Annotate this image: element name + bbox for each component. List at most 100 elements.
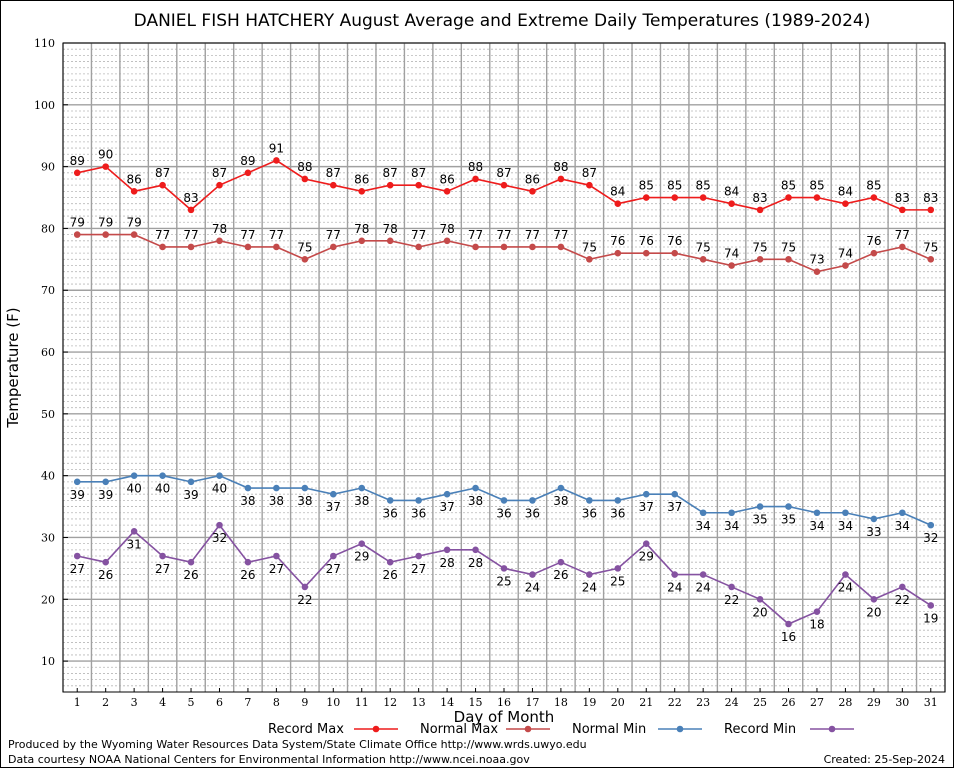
data-point bbox=[73, 478, 81, 486]
data-point bbox=[415, 243, 422, 251]
data-label: 31 bbox=[126, 537, 141, 551]
data-point bbox=[443, 490, 451, 498]
data-label: 87 bbox=[582, 166, 597, 180]
data-label: 87 bbox=[212, 166, 227, 180]
data-label: 39 bbox=[70, 488, 85, 502]
data-label: 90 bbox=[98, 148, 113, 162]
data-label: 85 bbox=[696, 179, 711, 193]
data-point bbox=[529, 188, 536, 195]
data-label: 38 bbox=[553, 494, 568, 508]
x-tick-label: 8 bbox=[273, 696, 280, 709]
data-point bbox=[899, 583, 906, 591]
data-label: 36 bbox=[610, 506, 625, 520]
footer-created-date: Created: 25-Sep-2024 bbox=[824, 753, 945, 766]
data-point bbox=[159, 181, 166, 189]
data-label: 83 bbox=[752, 191, 767, 205]
data-point bbox=[187, 558, 195, 566]
data-label: 24 bbox=[667, 581, 682, 595]
data-point bbox=[102, 163, 109, 170]
data-point bbox=[785, 194, 792, 201]
x-tick-label: 25 bbox=[753, 696, 767, 709]
data-point bbox=[216, 237, 223, 245]
data-point bbox=[927, 256, 935, 263]
data-label: 24 bbox=[582, 581, 597, 595]
data-label: 75 bbox=[923, 240, 938, 254]
data-point bbox=[358, 188, 366, 195]
data-point bbox=[472, 546, 479, 554]
legend: Record Max Normal Max Normal Min Record Min bbox=[268, 722, 854, 737]
data-label: 28 bbox=[439, 556, 454, 570]
x-tick-label: 1 bbox=[74, 696, 81, 709]
data-label: 78 bbox=[354, 222, 369, 236]
data-point bbox=[472, 243, 479, 251]
data-point bbox=[415, 552, 422, 560]
data-point bbox=[586, 571, 593, 578]
data-point bbox=[842, 200, 849, 208]
data-label: 35 bbox=[781, 513, 796, 527]
data-label: 85 bbox=[809, 179, 824, 193]
legend-marker bbox=[524, 725, 532, 733]
data-label: 24 bbox=[838, 581, 853, 595]
data-point bbox=[443, 188, 451, 195]
data-point bbox=[813, 194, 821, 201]
x-tick-label: 15 bbox=[469, 696, 483, 709]
data-label: 75 bbox=[696, 240, 711, 254]
data-point bbox=[927, 521, 935, 529]
data-point bbox=[386, 237, 394, 245]
data-point bbox=[102, 478, 109, 486]
data-label: 26 bbox=[383, 568, 398, 582]
data-point bbox=[130, 231, 138, 238]
y-tick-label: 110 bbox=[34, 37, 55, 50]
chart-title: DANIEL FISH HATCHERY August Average and … bbox=[134, 11, 871, 31]
data-label: 37 bbox=[639, 500, 654, 514]
data-label: 86 bbox=[439, 172, 454, 186]
data-label: 40 bbox=[212, 482, 227, 496]
data-point bbox=[187, 478, 195, 486]
x-tick-label: 29 bbox=[867, 696, 881, 709]
data-label: 84 bbox=[610, 185, 625, 199]
data-label: 37 bbox=[667, 500, 682, 514]
data-point bbox=[529, 497, 536, 504]
data-point bbox=[699, 256, 707, 263]
data-label: 88 bbox=[553, 160, 568, 174]
data-point bbox=[728, 583, 735, 591]
data-point bbox=[927, 602, 935, 609]
data-label: 88 bbox=[297, 160, 312, 174]
data-label: 34 bbox=[696, 519, 711, 533]
data-label: 39 bbox=[183, 488, 198, 502]
y-axis-label: Temperature (F) bbox=[4, 307, 22, 428]
data-point bbox=[642, 490, 650, 498]
data-label: 86 bbox=[126, 172, 141, 186]
data-point bbox=[671, 571, 679, 578]
data-point bbox=[216, 521, 223, 529]
y-tick-label: 70 bbox=[41, 284, 55, 297]
data-label: 35 bbox=[752, 513, 767, 527]
x-tick-label: 9 bbox=[301, 696, 308, 709]
data-label: 79 bbox=[126, 216, 141, 230]
data-label: 26 bbox=[240, 568, 255, 582]
data-label: 77 bbox=[553, 228, 568, 242]
data-point bbox=[728, 509, 735, 517]
data-point bbox=[614, 497, 622, 504]
data-label: 77 bbox=[411, 228, 426, 242]
data-point bbox=[358, 540, 366, 547]
x-tick-label: 11 bbox=[355, 696, 369, 709]
data-point bbox=[870, 595, 878, 603]
data-label: 85 bbox=[866, 179, 881, 193]
data-point bbox=[557, 558, 565, 566]
legend-label: Record Max bbox=[268, 722, 344, 737]
series-record-min: 27 26 31 27 26 32 26 27 22 27 29 26 27 28 28 25 24 26 24 25… bbox=[70, 521, 938, 644]
data-point bbox=[785, 503, 792, 510]
series-normal-max: 79 79 79 77 77 78 77 77 75 77 78 78 77 78 77 77 77 77 75 76… bbox=[70, 216, 938, 275]
data-label: 75 bbox=[582, 240, 597, 254]
data-label: 86 bbox=[354, 172, 369, 186]
plot-area-border bbox=[62, 42, 946, 693]
data-point bbox=[642, 540, 650, 547]
x-tick-label: 2 bbox=[102, 696, 109, 709]
grid bbox=[62, 42, 946, 693]
data-label: 87 bbox=[155, 166, 170, 180]
data-label: 29 bbox=[639, 550, 654, 564]
data-label: 79 bbox=[98, 216, 113, 230]
footer-producer: Produced by the Wyoming Water Resources … bbox=[8, 738, 587, 751]
data-point bbox=[130, 472, 138, 479]
